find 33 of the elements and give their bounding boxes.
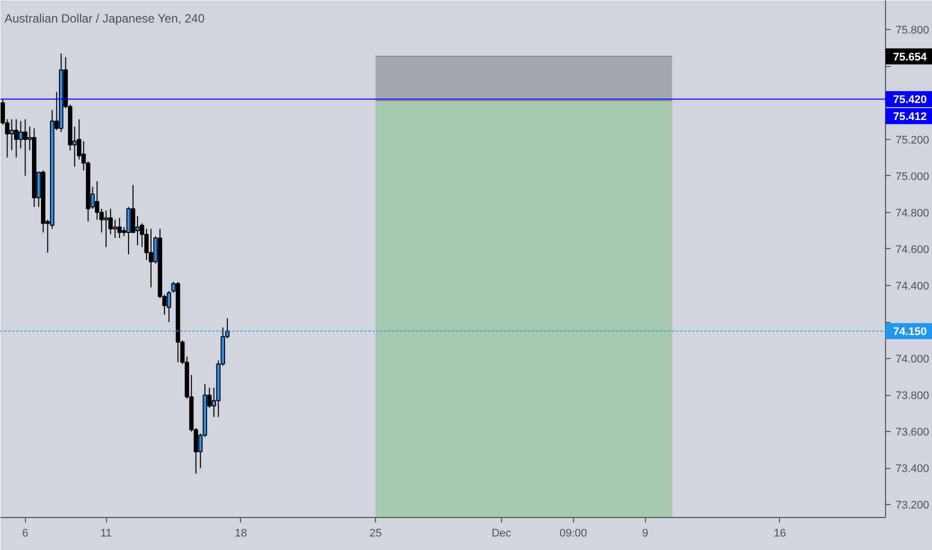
text: 75.654 — [893, 51, 928, 64]
candlestick — [126, 206, 131, 255]
candlestick — [166, 290, 172, 323]
x-tick-label: 9 — [642, 528, 648, 540]
y-tick-label: 74.600 — [896, 244, 930, 256]
candlestick — [130, 184, 136, 234]
candlestick — [148, 228, 154, 288]
y-tick-label: 75.000 — [896, 170, 930, 183]
x-tick-label: 16 — [774, 528, 786, 540]
text: 75.412 — [893, 111, 927, 124]
candlestick — [144, 228, 149, 260]
y-tick-label: 74.800 — [896, 207, 930, 220]
y-tick-label: 73.400 — [896, 463, 930, 476]
candlestick — [117, 217, 122, 238]
ref-line-label: 74.150 — [893, 326, 927, 338]
y-tick-label: 74.000 — [896, 354, 930, 366]
candlestick — [104, 210, 108, 248]
x-tick-label: 6 — [22, 528, 28, 540]
ref-line-label: 75.420 — [893, 94, 927, 106]
candlestick — [112, 219, 118, 238]
y-tick-label: 73.600 — [896, 426, 930, 439]
x-tick-label: 09:00 — [560, 528, 588, 540]
candlestick — [108, 208, 113, 235]
y-tick-label: 73.800 — [896, 390, 930, 402]
x-tick-label: Dec — [492, 528, 512, 540]
x-tick-label: 18 — [234, 528, 247, 540]
y-tick-label: 73.200 — [896, 500, 930, 512]
x-tick-label: 11 — [100, 528, 112, 540]
x-tick-label: 25 — [369, 528, 382, 540]
y-tick-label: 74.400 — [896, 280, 930, 292]
y-tick-label: 75.800 — [896, 24, 930, 37]
text: Australian Dollar / Japanese Yen, 240 — [4, 12, 205, 26]
y-tick-label: 75.200 — [896, 134, 930, 146]
